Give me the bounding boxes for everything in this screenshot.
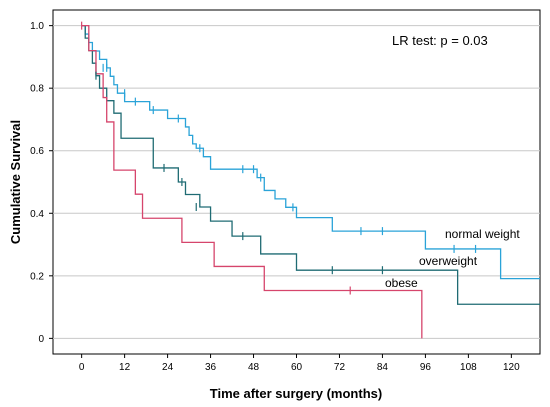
x-axis-ticks: 0 12 24 36 48 60 72 84 96 108 120 [79, 354, 520, 373]
label-overweight: overweight [419, 254, 478, 268]
x-tick-label: 48 [248, 362, 260, 373]
y-tick-label: 0.2 [30, 271, 44, 282]
y-tick-label: 1.0 [30, 21, 44, 32]
x-tick-label: 108 [460, 362, 477, 373]
curve-overweight [81, 24, 540, 305]
x-tick-label: 12 [119, 362, 131, 373]
y-axis-title: Cumulative Survival [8, 120, 23, 244]
label-normal-weight: normal weight [445, 227, 520, 241]
x-tick-label: 96 [420, 362, 432, 373]
x-axis-title: Time after surgery (months) [210, 386, 382, 401]
survival-curves [81, 24, 540, 339]
curve-obese [81, 24, 423, 339]
y-axis-ticks: 0 0.2 0.4 0.6 0.8 1.0 [30, 21, 53, 345]
plot-frame [52, 9, 541, 355]
x-tick-label: 36 [205, 362, 217, 373]
lr-test-annotation: LR test: p = 0.03 [392, 33, 488, 48]
y-tick-label: 0.4 [30, 209, 44, 220]
x-tick-label: 24 [162, 362, 174, 373]
censor-marks [81, 21, 477, 295]
x-tick-label: 60 [291, 362, 303, 373]
x-tick-label: 0 [79, 362, 85, 373]
x-tick-label: 120 [503, 362, 520, 373]
y-tick-label: 0.6 [30, 146, 44, 157]
y-tick-label: 0.8 [30, 84, 44, 95]
label-obese: obese [385, 276, 418, 290]
x-tick-label: 84 [377, 362, 389, 373]
curve-normal-weight [81, 24, 540, 280]
y-tick-label: 0 [38, 334, 44, 345]
x-tick-label: 72 [334, 362, 346, 373]
